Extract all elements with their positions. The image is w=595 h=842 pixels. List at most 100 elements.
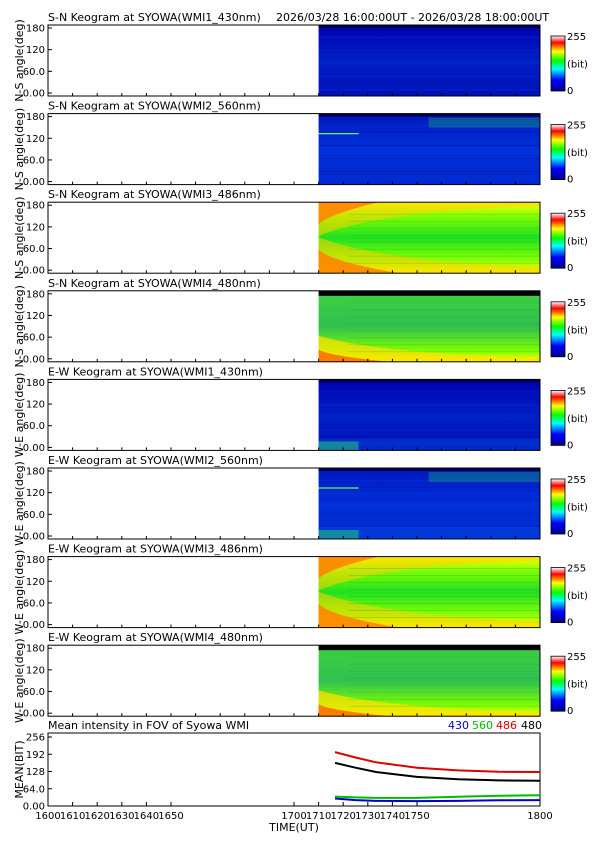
y-tick-label: 60.0 — [23, 687, 45, 698]
colorbar-unit-label: (bit) — [567, 325, 588, 336]
x-axis-label: TIME(UT) — [268, 821, 319, 834]
colorbar-max-label: 255 — [567, 121, 586, 132]
y-tick-label: 180 — [26, 289, 45, 300]
colorbar-min-label: 0 — [567, 86, 573, 97]
keogram-aurora-band — [428, 472, 540, 482]
series-line-480 — [334, 761, 541, 782]
x-tick-label: 1750 — [404, 811, 429, 822]
colorbar-min-label: 0 — [567, 706, 573, 717]
keogram-ylabel: W-E angle(deg) — [13, 638, 26, 723]
colorbar — [550, 35, 566, 92]
keogram-warm-band — [318, 690, 540, 717]
keogram-warm-band — [318, 237, 540, 274]
keogram-ylabel: W-E angle(deg) — [13, 550, 26, 635]
y-tick-label: 180 — [26, 24, 45, 35]
y-tick-label: 60.0 — [23, 333, 45, 344]
keogram-title: E-W Keogram at SYOWA(WMI4_480nm) — [48, 631, 263, 644]
keogram-edge-band — [318, 290, 540, 296]
y-tick-label: 60.0 — [23, 598, 45, 609]
y-tick-label: 120 — [26, 311, 45, 322]
y-tick-label: 180 — [26, 644, 45, 655]
y-tick-label: 192 — [26, 750, 45, 761]
keogram-ylabel: N-S angle(deg) — [13, 19, 26, 102]
x-tick-label: 1720 — [330, 811, 355, 822]
x-tick-label: 1710 — [306, 811, 331, 822]
x-tick-label: 1700 — [281, 811, 306, 822]
colorbar — [550, 655, 566, 712]
keogram-ylabel: W-E angle(deg) — [13, 461, 26, 546]
keogram-image — [318, 25, 540, 96]
colorbar-max-label: 255 — [567, 298, 586, 309]
time-range-label: 2026/03/28 16:00:00UT - 2026/03/28 18:00… — [276, 11, 549, 24]
y-tick-label: 0.00 — [23, 802, 45, 813]
keogram-panel: S-N Keogram at SYOWA(WMI3_486nm)180 120 60… — [13, 188, 588, 279]
y-axis-label: MEAN(BIT) — [13, 740, 26, 798]
keogram-hot-edge — [318, 349, 389, 362]
colorbar-max-label: 255 — [567, 564, 586, 575]
y-tick-label: 0.00 — [23, 620, 45, 631]
y-tick-label: 120 — [26, 134, 45, 145]
y-tick-label: 60.0 — [23, 421, 45, 432]
colorbar-unit-label: (bit) — [567, 148, 588, 159]
keogram-warm-band — [318, 335, 540, 362]
colorbar-max-label: 255 — [567, 32, 586, 43]
keogram-warm-band — [318, 591, 540, 628]
keogram-low-glow — [318, 527, 540, 539]
colorbar-max-label: 255 — [567, 209, 586, 220]
colorbar-unit-label: (bit) — [567, 591, 588, 602]
y-tick-label: 0.00 — [23, 354, 45, 365]
y-tick-label: 0.00 — [23, 709, 45, 720]
x-tick-label: 1620 — [84, 811, 109, 822]
keogram-edge-band — [318, 379, 540, 383]
legend-entry: 486 — [496, 719, 517, 732]
keogram-panel: S-N Keogram at SYOWA(WMI2_560nm)180 120 60… — [13, 100, 588, 191]
keogram-title: S-N Keogram at SYOWA(WMI2_560nm) — [48, 100, 261, 113]
y-tick-label: 64.0 — [23, 784, 45, 795]
y-tick-label: 120 — [26, 488, 45, 499]
line-chart-title: Mean intensity in FOV of Syowa WMI — [48, 719, 249, 732]
keogram-title: E-W Keogram at SYOWA(WMI1_430nm) — [48, 365, 263, 378]
x-tick-label: 1650 — [158, 811, 183, 822]
colorbar-unit-label: (bit) — [567, 237, 588, 248]
x-tick-label: 1800 — [527, 811, 552, 822]
colorbar-min-label: 0 — [567, 529, 573, 540]
y-tick-label: 180 — [26, 201, 45, 212]
keogram-edge-band — [318, 113, 540, 117]
y-tick-label: 180 — [26, 467, 45, 478]
keogram-warm-band — [318, 202, 540, 237]
x-tick-label: 1630 — [109, 811, 134, 822]
y-tick-label: 0.00 — [23, 266, 45, 277]
colorbar-unit-label: (bit) — [567, 60, 588, 71]
y-tick-label: 180 — [26, 378, 45, 389]
colorbar-min-label: 0 — [567, 263, 573, 274]
keogram-panel: S-N Keogram at SYOWA(WMI4_480nm)180 120 60… — [13, 277, 588, 368]
keogram-title: S-N Keogram at SYOWA(WMI3_486nm) — [48, 188, 261, 201]
series-line-560 — [334, 794, 541, 799]
y-tick-label: 0.00 — [23, 177, 45, 188]
colorbar-min-label: 0 — [567, 175, 573, 186]
keogram-low-glow — [318, 530, 359, 539]
keogram-ylabel: N-S angle(deg) — [13, 285, 26, 368]
y-tick-label: 120 — [26, 222, 45, 233]
colorbar-min-label: 0 — [567, 352, 573, 363]
y-tick-label: 0.00 — [23, 443, 45, 454]
keogram-ylabel: N-S angle(deg) — [13, 108, 26, 191]
y-tick-label: 120 — [26, 665, 45, 676]
keogram-image — [318, 468, 540, 539]
y-tick-label: 0.00 — [23, 532, 45, 543]
colorbar-unit-label: (bit) — [567, 414, 588, 425]
colorbar — [550, 212, 566, 269]
colorbar — [550, 389, 566, 446]
colorbar — [550, 478, 566, 535]
keogram-title: S-N Keogram at SYOWA(WMI4_480nm) — [48, 277, 261, 290]
y-tick-label: 120 — [26, 577, 45, 588]
y-tick-label: 60.0 — [23, 510, 45, 521]
keogram-panel: E-W Keogram at SYOWA(WMI3_486nm)180 120 60… — [13, 543, 588, 635]
colorbar-min-label: 0 — [567, 618, 573, 629]
keogram-title: E-W Keogram at SYOWA(WMI3_486nm) — [48, 543, 263, 556]
x-tick-label: 1740 — [380, 811, 405, 822]
y-tick-label: 180 — [26, 112, 45, 123]
y-tick-label: 120 — [26, 400, 45, 411]
y-tick-label: 60.0 — [23, 155, 45, 166]
